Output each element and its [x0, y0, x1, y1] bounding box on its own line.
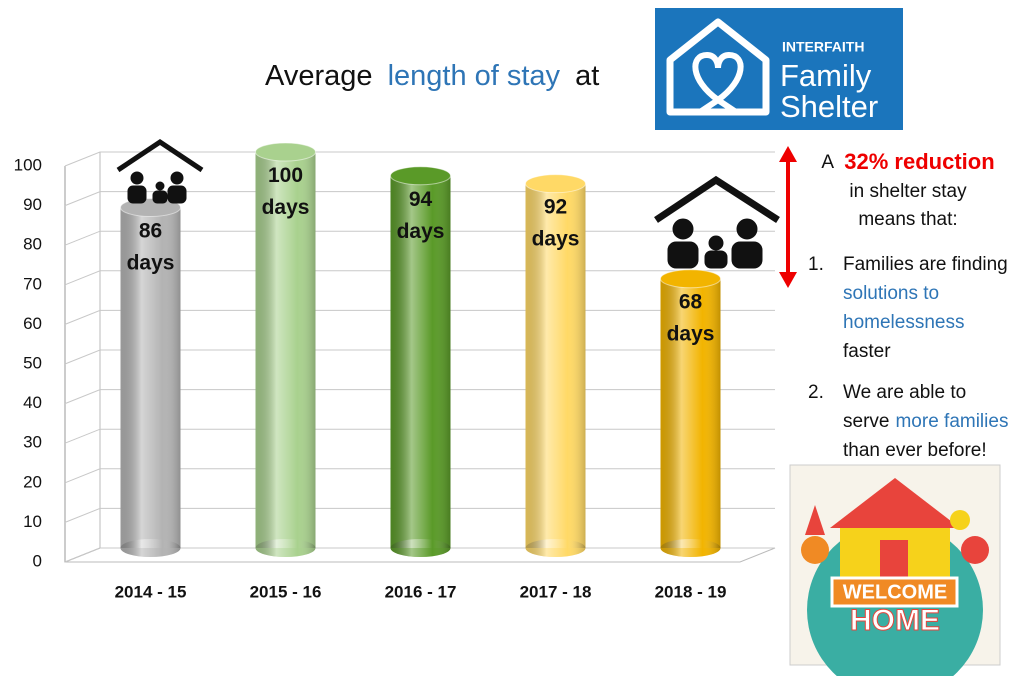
bar-shine	[120, 207, 181, 548]
point-line: faster	[843, 341, 891, 362]
point-line: Families are finding	[843, 254, 1008, 275]
bar-base-shine	[660, 539, 721, 557]
value-label-line: days	[262, 196, 310, 219]
title-part: Average	[265, 60, 373, 92]
logo-house	[666, 18, 770, 116]
y-tick-label: 0	[33, 551, 42, 570]
value-label-line: days	[397, 219, 445, 242]
x-tick-label: 2015 - 16	[250, 582, 322, 601]
point-list: 1. Families are finding solutions to homele…	[808, 254, 1008, 461]
y-tick-label: 10	[23, 512, 42, 531]
grid-line	[64, 151, 775, 167]
y-tick-label: 80	[23, 235, 42, 254]
value-label: 68 days	[667, 290, 715, 345]
sidebar-intro: A 32% reduction	[821, 149, 994, 174]
y-tick-label: 60	[23, 314, 42, 333]
bar-base-shine	[390, 539, 451, 557]
title-part: at	[575, 60, 599, 92]
bar-base-shine	[120, 539, 181, 557]
point-text: faster	[843, 341, 891, 362]
bar-base-shine	[255, 539, 316, 557]
point-line: solutions to	[843, 283, 939, 304]
value-label-line: 100	[268, 164, 303, 187]
image-text: HOME	[850, 604, 940, 637]
chart-title: Average length of stay at	[265, 60, 599, 92]
bar-top	[525, 174, 586, 194]
y-tick-label: 100	[14, 155, 42, 174]
logo-text: Shelter	[780, 89, 878, 124]
image-text: WELCOME	[843, 581, 947, 603]
intro-text: in shelter stay	[849, 181, 967, 202]
x-tick-label: 2016 - 17	[385, 582, 457, 601]
point-text: than ever before!	[843, 440, 987, 461]
bar-top	[255, 142, 316, 162]
bar-top	[660, 269, 721, 289]
x-tick-label: 2017 - 18	[520, 582, 592, 601]
point-text: Families are finding	[843, 254, 1008, 275]
point-line: homelessness	[843, 312, 964, 333]
value-label-line: 68	[679, 290, 703, 313]
value-label-line: days	[127, 251, 175, 274]
value-label: 86 days	[127, 219, 175, 274]
value-label-line: 86	[139, 219, 162, 242]
y-tick-label: 30	[23, 433, 42, 452]
house-icon	[116, 138, 204, 204]
reduction-arrow	[779, 146, 797, 288]
bar-top	[390, 166, 451, 186]
point-highlight: more families	[895, 411, 1008, 432]
sidebar: A 32% reduction in shelter stay means th…	[808, 149, 1008, 461]
logo-heart	[692, 51, 744, 115]
point-text: serve	[843, 411, 889, 432]
point-line: than ever before!	[843, 440, 987, 461]
title-highlight: length of stay	[388, 60, 561, 92]
logo: INTERFAITH Family Shelter	[655, 8, 903, 130]
value-label-line: 92	[544, 195, 567, 218]
point-line: We are able to	[843, 382, 966, 403]
point-highlight: homelessness	[843, 312, 964, 333]
welcome-image: WELCOME HOME	[789, 464, 1001, 676]
y-tick-label: 20	[23, 472, 42, 491]
point-number: 2.	[808, 382, 824, 403]
bar-shine	[255, 152, 316, 548]
y-tick-label: 70	[23, 274, 42, 293]
point-highlight: solutions to	[843, 283, 939, 304]
x-tick-label: 2018 - 19	[655, 582, 727, 601]
y-tick-label: 50	[23, 353, 42, 372]
bar-shine	[525, 183, 586, 548]
logo-text: INTERFAITH	[782, 39, 864, 55]
intro-text: A	[821, 152, 834, 173]
bar-shine	[660, 278, 721, 548]
value-label: 92 days	[532, 195, 580, 250]
logo-text: Family	[780, 58, 872, 93]
value-label: 94 days	[397, 187, 445, 242]
intro-highlight: 32% reduction	[844, 149, 994, 174]
y-tick-label: 40	[23, 393, 42, 412]
value-label-line: 94	[409, 187, 433, 210]
x-tick-label: 2014 - 15	[115, 582, 187, 601]
chart: 0 10 20 30 40 50 60 70 80 90 100 2014 - 15 86 days 201…	[14, 142, 776, 601]
point-number: 1.	[808, 254, 824, 275]
intro-text: means that:	[858, 209, 957, 230]
value-label: 100 days	[262, 164, 310, 219]
point-line: serve more families	[843, 411, 1008, 432]
house-icon	[654, 175, 780, 269]
bar-shine	[390, 175, 451, 548]
y-tick-label: 90	[23, 195, 42, 214]
point-text: We are able to	[843, 382, 966, 403]
value-label-line: days	[532, 227, 580, 250]
value-label-line: days	[667, 322, 715, 345]
bar-base-shine	[525, 539, 586, 557]
